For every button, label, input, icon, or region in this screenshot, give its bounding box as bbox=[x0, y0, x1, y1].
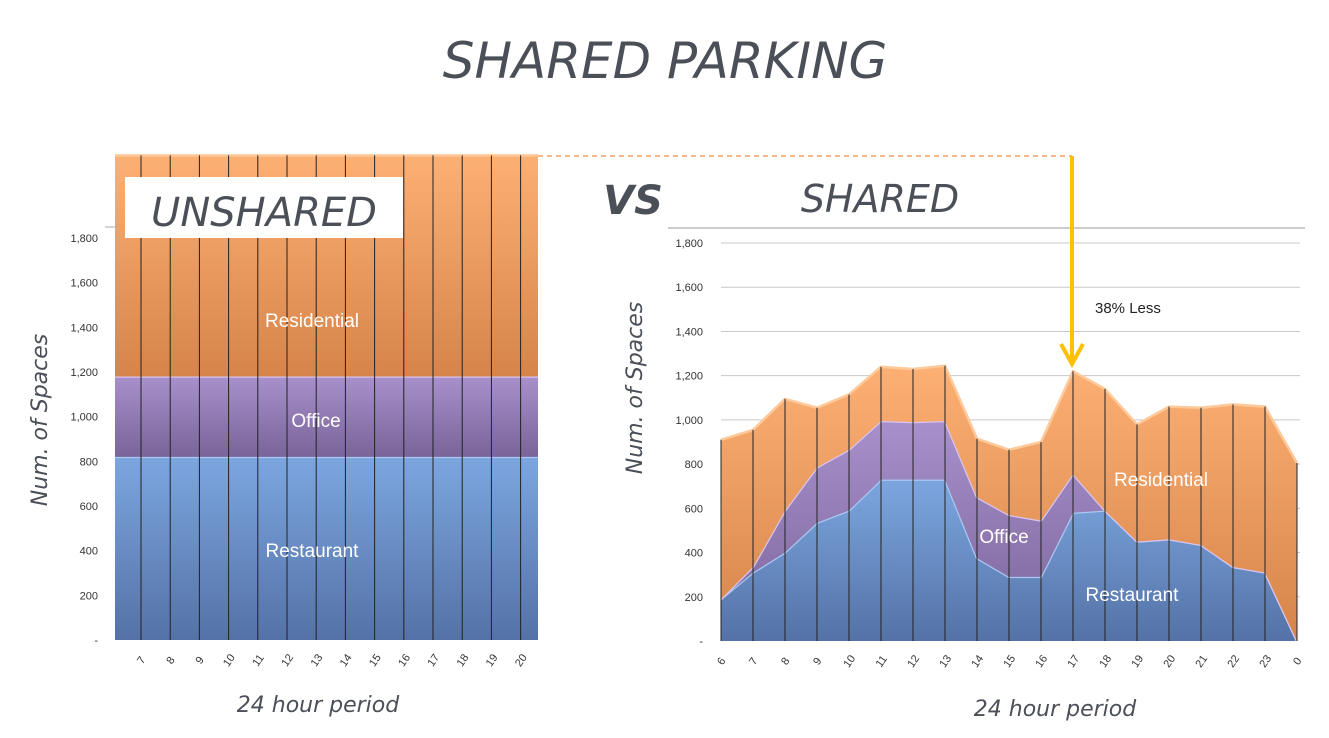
x-tick-label: 9 bbox=[811, 656, 824, 668]
y-tick-label: 1,400 bbox=[70, 322, 98, 334]
x-tick-label: 22 bbox=[1225, 653, 1242, 670]
shared-residential-label: Residential bbox=[1114, 470, 1208, 491]
x-tick-label: 18 bbox=[455, 652, 472, 669]
x-tick-label: 7 bbox=[135, 655, 148, 667]
x-tick-label: 13 bbox=[937, 653, 954, 670]
x-tick-label: 6 bbox=[715, 656, 728, 668]
y-tick-label: 1,200 bbox=[675, 371, 703, 383]
y-tick-label: 1,600 bbox=[675, 282, 703, 294]
shared-y-axis-title: Num. of Spaces bbox=[623, 302, 648, 475]
y-tick-label: 400 bbox=[685, 548, 703, 560]
area-restaurant bbox=[721, 479, 1297, 641]
y-tick-label: 1,200 bbox=[70, 367, 98, 379]
y-tick-label: 1,800 bbox=[675, 238, 703, 250]
y-tick-label: 800 bbox=[80, 456, 98, 468]
x-tick-label: 12 bbox=[905, 653, 922, 670]
x-tick-label: 7 bbox=[747, 656, 760, 668]
x-tick-label: 18 bbox=[1097, 653, 1114, 670]
y-tick-label: 400 bbox=[80, 546, 98, 558]
x-tick-label: 12 bbox=[279, 652, 296, 669]
x-tick-label: 20 bbox=[513, 652, 530, 669]
x-tick-label: 19 bbox=[484, 652, 501, 669]
y-tick-label: 600 bbox=[685, 503, 703, 515]
x-tick-label: 21 bbox=[1193, 653, 1210, 670]
shared-restaurant-label: Restaurant bbox=[1086, 585, 1180, 606]
unshared-residential-label: Residential bbox=[265, 311, 359, 332]
unshared-chart: - 200 400 600 800 1,000 1,200 1,400 1,600 1,800 7 8… bbox=[70, 154, 538, 669]
page-title: SHARED PARKING bbox=[443, 32, 888, 90]
unshared-restaurant-label: Restaurant bbox=[266, 541, 360, 562]
vs-label: VS bbox=[603, 178, 663, 224]
unshared-label-box bbox=[125, 177, 403, 238]
shared-x-axis-title: 24 hour period bbox=[974, 697, 1137, 722]
x-tick-label: 17 bbox=[425, 652, 442, 669]
y-tick-label: 1,000 bbox=[675, 415, 703, 427]
unshared-x-axis-title: 24 hour period bbox=[237, 693, 400, 718]
shared-office-label: Office bbox=[979, 527, 1028, 548]
x-tick-label: 9 bbox=[194, 655, 207, 667]
x-tick-label: 16 bbox=[1033, 653, 1050, 670]
x-tick-label: 10 bbox=[841, 653, 858, 670]
unshared-y-axis-title: Num. of Spaces bbox=[28, 334, 53, 507]
y-tick-label: 800 bbox=[685, 459, 703, 471]
unshared-office-label: Office bbox=[291, 411, 340, 432]
x-tick-label: 16 bbox=[396, 652, 413, 669]
shared-chart-title: SHARED bbox=[801, 177, 959, 221]
x-tick-label: 13 bbox=[309, 652, 326, 669]
y-tick-label: 1,000 bbox=[70, 412, 98, 424]
x-tick-label: 14 bbox=[969, 653, 986, 670]
reduction-annotation: 38% Less bbox=[1095, 300, 1161, 317]
x-tick-label: 17 bbox=[1065, 653, 1082, 670]
y-tick-label: 200 bbox=[685, 592, 703, 604]
y-tick-label: 200 bbox=[80, 590, 98, 602]
x-tick-label: 0 bbox=[1291, 656, 1304, 668]
x-tick-label: 8 bbox=[164, 655, 177, 667]
x-tick-label: 20 bbox=[1161, 653, 1178, 670]
bar-office bbox=[115, 376, 538, 457]
y-tick-label: - bbox=[699, 636, 703, 648]
y-tick-label: 1,400 bbox=[675, 326, 703, 338]
x-tick-label: 8 bbox=[779, 656, 792, 668]
y-tick-label: 1,600 bbox=[70, 278, 98, 290]
bar-restaurant bbox=[115, 456, 538, 640]
y-tick-label: 600 bbox=[80, 501, 98, 513]
x-tick-label: 15 bbox=[1001, 653, 1018, 670]
x-tick-label: 14 bbox=[338, 652, 355, 669]
reduction-arrow-icon bbox=[1059, 343, 1085, 369]
x-tick-label: 11 bbox=[250, 652, 266, 668]
x-tick-label: 19 bbox=[1129, 653, 1146, 670]
x-tick-label: 23 bbox=[1257, 653, 1274, 670]
y-tick-label: - bbox=[94, 635, 98, 647]
y-tick-label: 1,800 bbox=[70, 233, 98, 245]
x-tick-label: 11 bbox=[874, 653, 890, 669]
x-tick-label: 10 bbox=[221, 652, 238, 669]
unshared-chart-title: UNSHARED bbox=[151, 190, 377, 236]
x-tick-label: 15 bbox=[367, 652, 384, 669]
